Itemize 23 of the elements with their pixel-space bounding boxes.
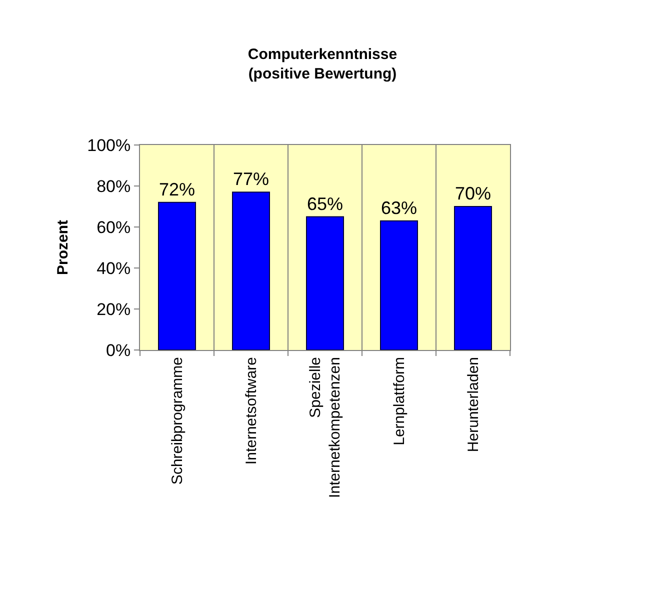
y-tick-label: 40% xyxy=(96,258,131,278)
chart-title: Computerkenntnisse (positive Bewertung) xyxy=(248,46,398,82)
y-axis-title: Prozent xyxy=(54,220,72,276)
bar xyxy=(380,220,418,350)
bar xyxy=(158,202,196,350)
x-tick-label: Internetsoftware xyxy=(242,357,260,465)
y-tick-label: 60% xyxy=(96,218,131,237)
y-tick-label: 20% xyxy=(96,300,131,319)
bar xyxy=(306,216,344,350)
x-tick-label: Spezielle Internetkompetenzen xyxy=(307,357,344,498)
y-tick-label: 80% xyxy=(96,176,131,196)
x-tick-label: Herunterladen xyxy=(464,357,482,452)
x-tick-label: Schreibprogramme xyxy=(168,357,186,485)
bar xyxy=(454,206,492,350)
y-tick-label: 100% xyxy=(87,136,131,155)
x-tick-label: Lernplattform xyxy=(390,357,408,446)
data-label: 77% xyxy=(232,169,270,190)
data-label: 63% xyxy=(380,198,418,218)
data-label: 72% xyxy=(158,179,196,200)
data-label: 70% xyxy=(454,184,492,204)
bar xyxy=(232,192,270,350)
y-tick-label: 0% xyxy=(106,340,131,360)
data-label: 65% xyxy=(306,194,344,214)
